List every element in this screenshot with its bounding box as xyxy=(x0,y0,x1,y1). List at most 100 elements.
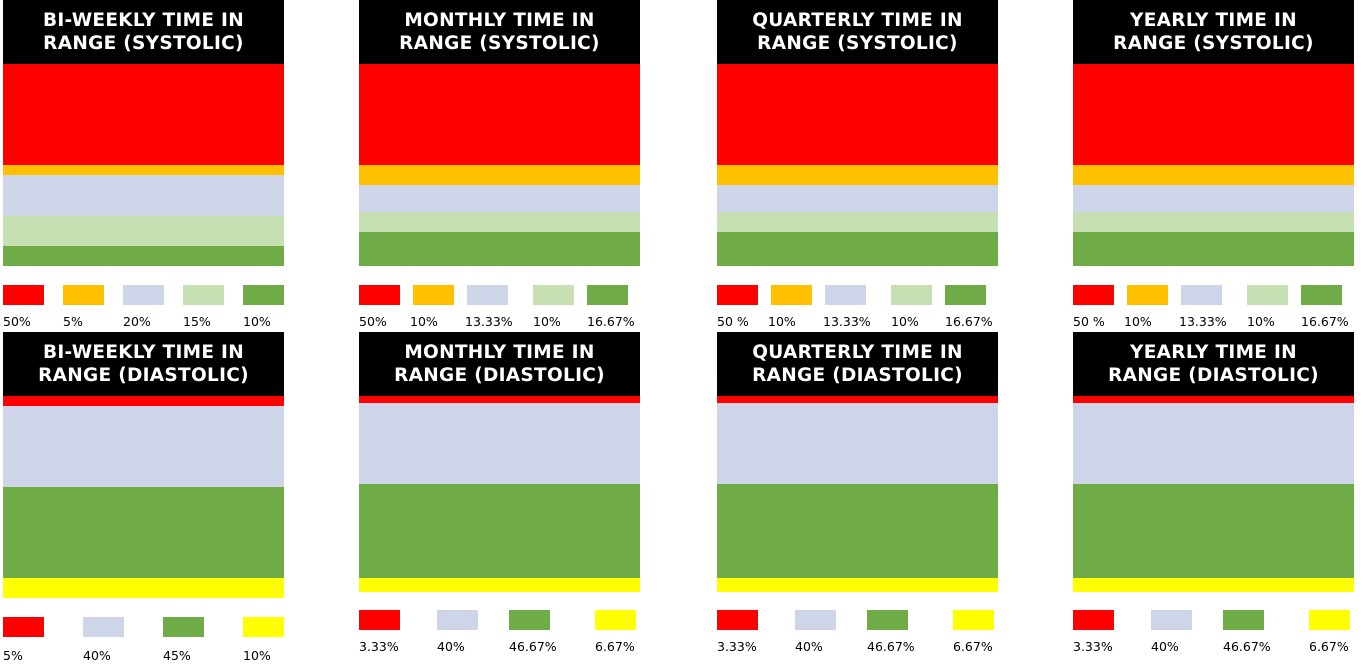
panel-quarterly-systolic: QUARTERLY TIME IN RANGE (SYSTOLIC) 50 % 1… xyxy=(717,0,998,330)
chart-title: BI-WEEKLY TIME IN RANGE (SYSTOLIC) xyxy=(3,0,284,64)
legend-label: 46.67% xyxy=(867,639,915,654)
legend-label: 15% xyxy=(183,314,211,329)
legend-swatch-green xyxy=(945,285,986,305)
bar-segment-lightgreen xyxy=(3,215,284,247)
legend-swatch-orange xyxy=(63,285,104,305)
bar-segment-yellow xyxy=(1073,578,1354,593)
legend-swatch-lightgreen xyxy=(891,285,932,305)
panel-yearly-diastolic: YEARLY TIME IN RANGE (DIASTOLIC) 3.33% 40… xyxy=(1073,332,1354,664)
legend-swatch-yellow xyxy=(595,610,636,630)
legend-label: 16.67% xyxy=(587,314,635,329)
chart-title: BI-WEEKLY TIME IN RANGE (DIASTOLIC) xyxy=(3,332,284,396)
bar-segment-lavender xyxy=(3,406,284,488)
bar-segment-lavender xyxy=(359,185,640,213)
legend-swatch-orange xyxy=(1127,285,1168,305)
legend-label: 10% xyxy=(243,314,271,329)
chart-title: YEARLY TIME IN RANGE (SYSTOLIC) xyxy=(1073,0,1354,64)
legend-label: 50% xyxy=(359,314,387,329)
chart-title: MONTHLY TIME IN RANGE (SYSTOLIC) xyxy=(359,0,640,64)
panel-monthly-systolic: MONTHLY TIME IN RANGE (SYSTOLIC) 50% 10% 1… xyxy=(359,0,640,330)
chart-title: QUARTERLY TIME IN RANGE (DIASTOLIC) xyxy=(717,332,998,396)
panel-yearly-systolic: YEARLY TIME IN RANGE (SYSTOLIC) 50 % 10% 1… xyxy=(1073,0,1354,330)
stacked-bar xyxy=(1073,64,1354,267)
bar-segment-green xyxy=(3,245,284,267)
legend-swatch-lavender xyxy=(123,285,164,305)
legend-label: 50% xyxy=(3,314,31,329)
legend-swatch-lavender xyxy=(825,285,866,305)
legend-label: 10% xyxy=(1124,314,1152,329)
bar-segment-red xyxy=(359,64,640,166)
bar-segment-lavender xyxy=(717,185,998,213)
legend-label: 50 % xyxy=(1073,314,1105,329)
bar-segment-red xyxy=(359,396,640,404)
chart-title-line-1: BI-WEEKLY TIME IN xyxy=(42,342,245,363)
legend-swatch-yellow xyxy=(953,610,994,630)
legend-label: 13.33% xyxy=(1179,314,1227,329)
bar-segment-green xyxy=(717,483,998,579)
bar-segment-yellow xyxy=(359,578,640,593)
legend-swatch-yellow xyxy=(243,617,284,637)
legend-swatch-lavender xyxy=(1181,285,1222,305)
legend-swatch-green xyxy=(243,285,284,305)
bar-segment-green xyxy=(359,232,640,267)
legend-swatch-green xyxy=(867,610,908,630)
bar-segment-lavender xyxy=(1073,185,1354,213)
legend-label: 45% xyxy=(163,648,191,663)
stacked-bar xyxy=(717,396,998,593)
legend-label: 3.33% xyxy=(1073,639,1113,654)
chart-title: MONTHLY TIME IN RANGE (DIASTOLIC) xyxy=(359,332,640,396)
bar-segment-green xyxy=(3,486,284,579)
legend-label: 6.67% xyxy=(595,639,635,654)
legend-label: 3.33% xyxy=(717,639,757,654)
bar-segment-lightgreen xyxy=(1073,212,1354,233)
chart-title-line-1: QUARTERLY TIME IN xyxy=(752,342,963,363)
stacked-bar xyxy=(3,64,284,267)
bar-segment-lightgreen xyxy=(359,212,640,233)
bar-segment-green xyxy=(1073,232,1354,267)
bar-segment-lavender xyxy=(717,402,998,485)
legend-label: 10% xyxy=(768,314,796,329)
legend-label: 40% xyxy=(1151,639,1179,654)
bar-segment-red xyxy=(3,396,284,407)
legend: 50 % 10% 13.33% 10% 16.67% xyxy=(1073,285,1363,330)
legend-swatch-yellow xyxy=(1309,610,1350,630)
legend-swatch-green xyxy=(1223,610,1264,630)
stacked-bar xyxy=(359,64,640,267)
legend-label: 20% xyxy=(123,314,151,329)
legend-label: 3.33% xyxy=(359,639,399,654)
legend-swatch-green xyxy=(1301,285,1342,305)
bar-segment-red xyxy=(1073,64,1354,166)
bar-segment-orange xyxy=(3,165,284,176)
bar-segment-red xyxy=(717,64,998,166)
legend-swatch-lightgreen xyxy=(183,285,224,305)
legend: 50% 5% 20% 15% 10% xyxy=(3,285,303,330)
legend: 3.33% 40% 46.67% 6.67% xyxy=(717,610,1017,655)
legend-label: 16.67% xyxy=(1301,314,1349,329)
stacked-bar xyxy=(1073,396,1354,593)
legend: 3.33% 40% 46.67% 6.67% xyxy=(1073,610,1363,655)
stacked-bar xyxy=(359,396,640,593)
legend-swatch-lavender xyxy=(437,610,478,630)
legend-swatch-red xyxy=(3,617,44,637)
legend-swatch-red xyxy=(3,285,44,305)
legend-label: 13.33% xyxy=(465,314,513,329)
chart-title-line-1: YEARLY TIME IN xyxy=(1130,10,1297,31)
legend: 5% 40% 45% 10% xyxy=(3,617,303,663)
legend-label: 40% xyxy=(795,639,823,654)
legend-swatch-red xyxy=(1073,285,1114,305)
bar-segment-orange xyxy=(1073,165,1354,186)
legend-label: 46.67% xyxy=(509,639,557,654)
legend-label: 6.67% xyxy=(1309,639,1349,654)
bar-segment-green xyxy=(1073,483,1354,579)
legend-swatch-red xyxy=(717,285,758,305)
legend-label: 50 % xyxy=(717,314,749,329)
legend-swatch-red xyxy=(359,285,400,305)
bar-segment-orange xyxy=(717,165,998,186)
bar-segment-red xyxy=(1073,396,1354,404)
chart-title: YEARLY TIME IN RANGE (DIASTOLIC) xyxy=(1073,332,1354,396)
bar-segment-lavender xyxy=(359,402,640,485)
stacked-bar xyxy=(3,396,284,599)
chart-title: QUARTERLY TIME IN RANGE (SYSTOLIC) xyxy=(717,0,998,64)
chart-title-line-1: QUARTERLY TIME IN xyxy=(752,10,963,31)
legend-label: 16.67% xyxy=(945,314,993,329)
